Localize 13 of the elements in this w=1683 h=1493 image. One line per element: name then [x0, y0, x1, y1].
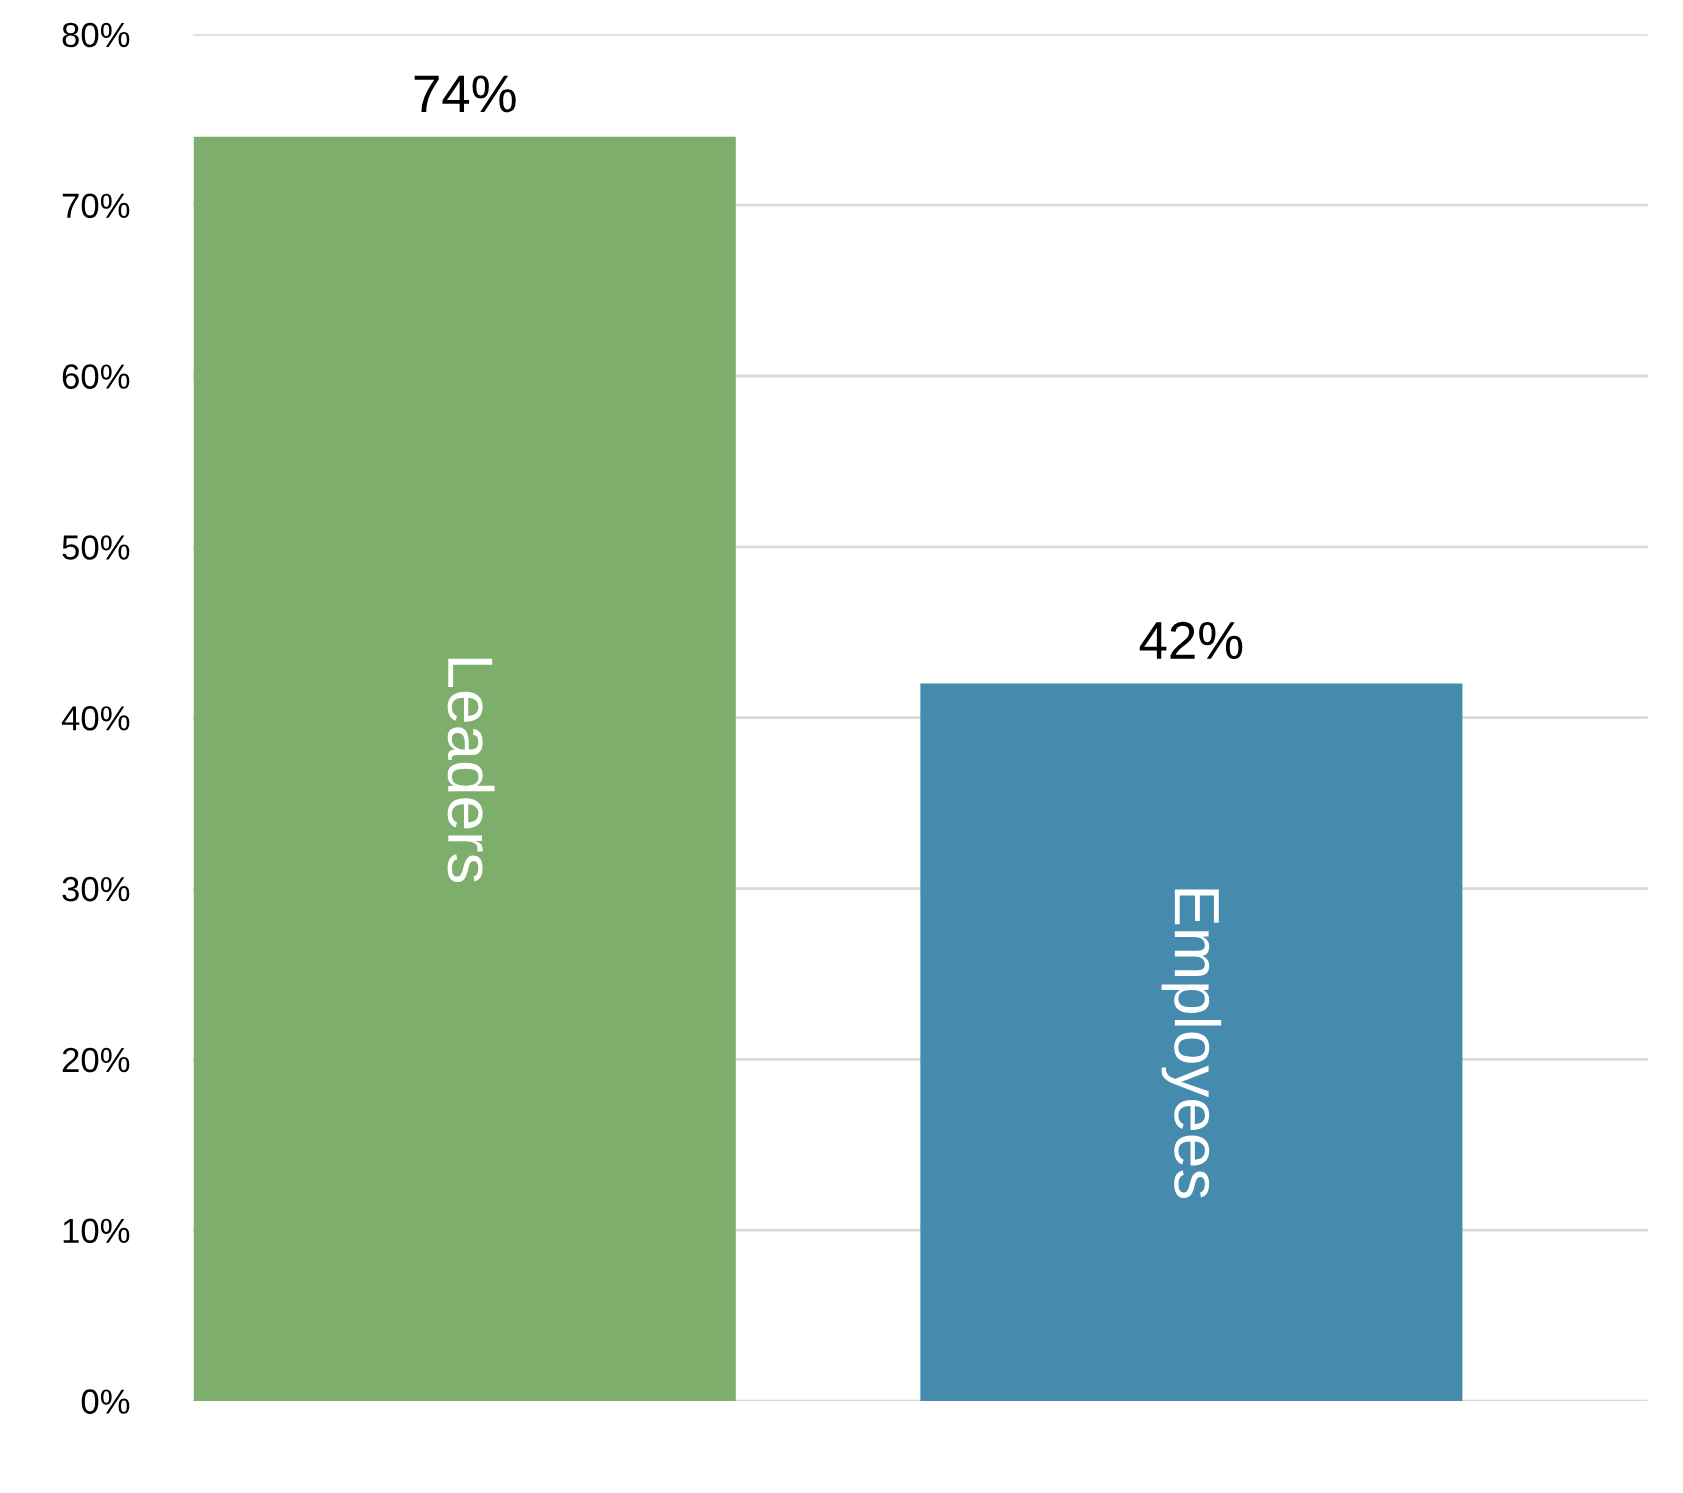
x-tick-label: Employees [1161, 889, 1222, 1198]
y-tick-label: 10% [63, 1218, 130, 1244]
y-tick-label: 20% [62, 1047, 130, 1073]
y-tick-label: 70% [62, 193, 130, 219]
y-tick-label: 60% [62, 364, 130, 389]
y-tick-label: 50% [62, 535, 130, 560]
x-tick-label: Leaders [447, 658, 495, 883]
y-tick-label: 40% [61, 706, 130, 731]
y-tick-label: 0% [81, 1389, 130, 1414]
y-tick-label: 30% [62, 876, 130, 902]
data-label: 42% [1139, 621, 1243, 659]
y-tick-label: 80% [62, 22, 130, 48]
data-label: 74% [414, 75, 516, 113]
